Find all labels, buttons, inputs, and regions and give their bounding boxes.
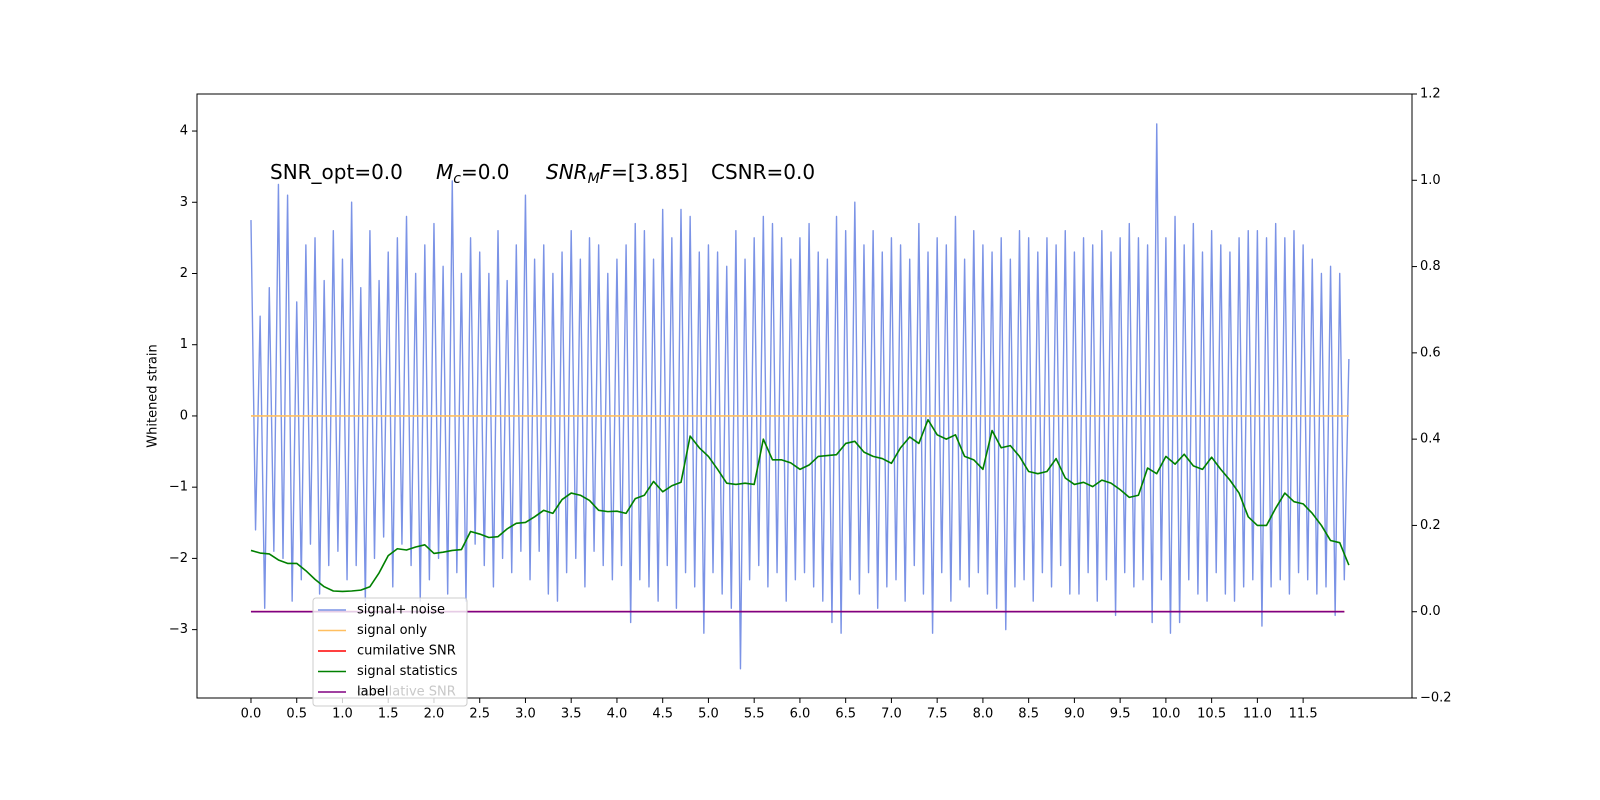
legend-label: signal only [357,623,427,638]
y-tick-label: 4 [180,124,188,139]
x-tick-label: 11.0 [1243,707,1272,722]
y2-tick-label: 0.0 [1420,604,1441,619]
annotation-part: F [600,160,612,184]
y-axis-label: Whitened strain [146,344,161,447]
series-line [250,123,1350,670]
y2-tick-label: 0.2 [1420,518,1441,533]
x-tick-label: 3.5 [561,707,582,722]
x-tick-label: 1.0 [332,707,353,722]
x-tick-label: 10.0 [1151,707,1180,722]
annotation-part: M [436,160,453,184]
annotation-part: =0.0 [461,160,510,184]
x-tick-label: 3.0 [515,707,536,722]
annotation: SNR_opt=0.0 [270,160,403,184]
x-tick-label: 9.0 [1064,707,1085,722]
y-tick-label: 3 [180,195,188,210]
x-tick-label: 8.0 [973,707,994,722]
x-tick-label: 11.5 [1289,707,1318,722]
annotation: Mc=0.0 [436,160,510,188]
y-tick-label: −3 [169,622,188,637]
plot-frame [196,93,1413,699]
annotation-part: =[3.85] [611,160,688,184]
series-line [250,418,1350,593]
y-tick-label: 2 [180,266,188,281]
y2-tick-label: 1.0 [1420,173,1441,188]
x-tick-label: 4.0 [607,707,628,722]
annotation-part: SNR [546,160,588,184]
x-tick-label: 7.5 [927,707,948,722]
legend-label: cumilative SNR [357,644,456,659]
y-tick-label: −2 [169,551,188,566]
annotation: CSNR=0.0 [711,160,815,184]
x-tick-label: 6.5 [835,707,856,722]
annotation: SNRMF=[3.85] [546,160,688,188]
y2-tick-label: 0.6 [1420,345,1441,360]
x-tick-label: 5.5 [744,707,765,722]
annotation-part: M [588,171,600,187]
y-tick-label: 0 [180,408,188,423]
x-tick-label: 6.0 [790,707,811,722]
x-tick-label: 8.5 [1018,707,1039,722]
y2-tick-label: 1.2 [1420,87,1441,102]
x-tick-label: 0.0 [241,707,262,722]
y2-tick-label: 0.8 [1420,259,1441,274]
x-tick-label: 0.5 [286,707,307,722]
x-tick-label: 5.0 [698,707,719,722]
y2-tick-label: 0.4 [1420,432,1441,447]
x-tick-label: 7.0 [881,707,902,722]
legend-label: signal+ noise [357,603,445,618]
x-tick-label: 2.0 [424,707,445,722]
x-tick-label: 2.5 [469,707,490,722]
y-tick-label: 1 [180,337,188,352]
legend-label: label [357,685,388,700]
legend-background-label: cumilative SNR [357,685,456,700]
legend-box [312,597,468,707]
legend-label: signal statistics [357,664,458,679]
x-tick-label: 9.5 [1110,707,1131,722]
x-tick-label: 1.5 [378,707,399,722]
annotation-part: c [453,171,461,187]
y-tick-label: −1 [169,480,188,495]
x-tick-label: 10.5 [1197,707,1226,722]
annotation-part: CSNR=0.0 [711,160,815,184]
annotation-part: SNR_opt=0.0 [270,160,403,184]
x-tick-label: 4.5 [652,707,673,722]
y2-tick-label: −0.2 [1420,691,1452,706]
